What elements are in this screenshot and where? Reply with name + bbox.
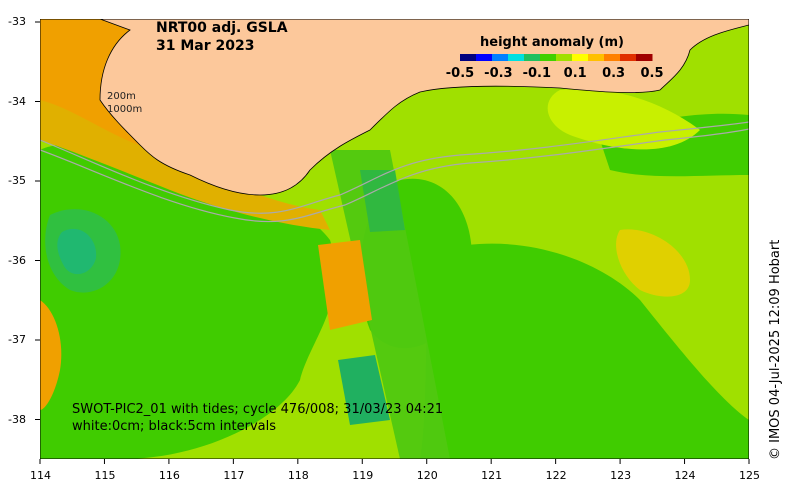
colorbar-tick-label: 0.3 xyxy=(602,66,626,81)
x-axis-label: 120 xyxy=(416,469,438,482)
imos-credit: © IMOS 04-Jul-2025 12:09 Hobart xyxy=(768,239,783,460)
colorbar-segment xyxy=(508,54,525,61)
map-date: 31 Mar 2023 xyxy=(156,38,255,54)
coastal-band-orange xyxy=(40,19,160,150)
y-axis-label: -37 xyxy=(8,333,26,346)
colorbar-segment xyxy=(556,54,573,61)
colorbar-tick-label: -0.3 xyxy=(484,66,513,81)
y-axis-label: -36 xyxy=(8,253,26,267)
isobath-200m xyxy=(40,121,749,214)
anomaly-patch-west-orange xyxy=(40,300,62,410)
swath-note: SWOT-PIC2_01 with tides; cycle 476/008; … xyxy=(72,402,444,417)
swath-green-anomaly xyxy=(360,170,405,232)
x-axis-label: 119 xyxy=(352,469,374,482)
x-axis-label: 116 xyxy=(158,469,180,482)
colorbar-segment xyxy=(460,54,477,61)
colorbar-title: height anomaly (m) xyxy=(480,35,624,50)
x-axis-label: 122 xyxy=(545,469,567,482)
colorbar-tick-label: 0.1 xyxy=(563,66,587,81)
map-title: NRT00 adj. GSLA xyxy=(156,20,288,36)
anomaly-patch-southwest xyxy=(40,145,336,459)
y-axis-label: -35 xyxy=(8,174,26,187)
y-axis-label: -33 xyxy=(8,15,26,28)
y-axis-label: -38 xyxy=(8,412,26,426)
colorbar-segment xyxy=(572,54,589,61)
x-axis-label: 114 xyxy=(30,469,51,482)
colorbar-segment xyxy=(588,54,605,61)
anomaly-patch-teal xyxy=(57,228,97,275)
x-axis-label: 125 xyxy=(739,469,760,482)
colorbar-tick-label: -0.5 xyxy=(445,66,475,81)
colorbar-tick-label: -0.1 xyxy=(522,66,552,81)
swath-orange-anomaly xyxy=(318,240,372,330)
colorbar-tick-label: 0.5 xyxy=(640,66,664,81)
colorbar-segment xyxy=(492,54,509,61)
contour-label-1000m: 1000m xyxy=(107,104,143,115)
colorbar-segment xyxy=(604,54,621,61)
x-axis-label: 118 xyxy=(287,469,309,482)
colorbar-segment xyxy=(620,54,637,61)
map-area xyxy=(40,19,749,459)
isobath-1000m xyxy=(40,128,749,223)
swath-teal-anomaly xyxy=(338,355,390,425)
x-axis-label: 123 xyxy=(610,469,632,482)
swot-swath xyxy=(330,150,450,459)
y-axis-label: -34 xyxy=(8,94,26,108)
colorbar-segment xyxy=(636,54,653,61)
x-axis-label: 121 xyxy=(481,469,503,482)
anomaly-patch-southeast xyxy=(420,243,749,459)
x-axis-label: 115 xyxy=(94,469,116,482)
colorbar-segment xyxy=(524,54,541,61)
anomaly-patch-yellow xyxy=(616,229,690,297)
land-mass xyxy=(99,19,749,196)
colorbar-segment xyxy=(540,54,557,61)
colorbar-segment xyxy=(476,54,493,61)
contour-label-200m: 200m xyxy=(107,91,136,102)
x-axis-label: 117 xyxy=(223,469,245,482)
anomaly-patch-lime xyxy=(547,89,700,150)
x-axis-label: 124 xyxy=(674,469,696,482)
swath-contour-note: white:0cm; black:5cm intervals xyxy=(72,419,276,434)
